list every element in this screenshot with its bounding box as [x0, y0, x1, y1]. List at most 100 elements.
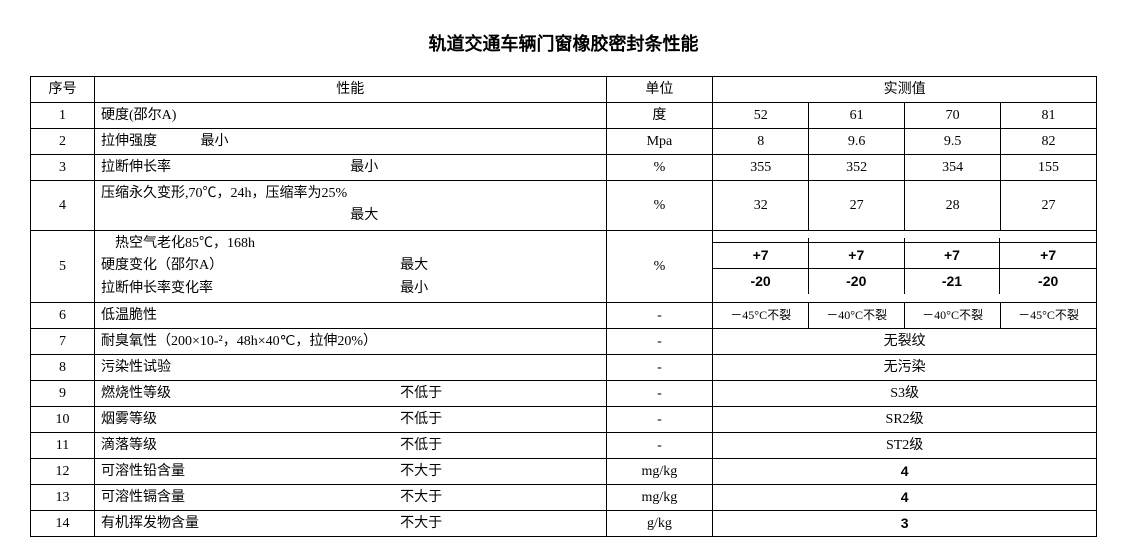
- table-row: 8 污染性试验 - 无污染: [31, 354, 1097, 380]
- cell-val: 354: [905, 155, 1001, 181]
- cell-idx: 12: [31, 458, 95, 484]
- subcell-val: -20: [1000, 269, 1096, 294]
- cell-unit: -: [606, 302, 713, 328]
- perf-label: 可溶性镉含量: [101, 487, 400, 508]
- table-row: 14 有机挥发物含量 不大于 g/kg 3: [31, 510, 1097, 536]
- table-row: 3 拉断伸长率 最小 % 355 352 354 155: [31, 155, 1097, 181]
- table-header-row: 序号 性能 单位 实测值: [31, 77, 1097, 103]
- cell-val: 70: [905, 103, 1001, 129]
- table-row: 13 可溶性镉含量 不大于 mg/kg 4: [31, 484, 1097, 510]
- subcell-val: -20: [713, 269, 809, 294]
- cell-val: 82: [1001, 129, 1097, 155]
- perf-label: 可溶性铅含量: [101, 461, 400, 482]
- subcell-val: -21: [905, 269, 1001, 294]
- cell-idx: 5: [31, 230, 95, 302]
- cell-unit: %: [606, 230, 713, 302]
- page-title: 轨道交通车辆门窗橡胶密封条性能: [30, 30, 1097, 56]
- cell-val: －45°C不裂: [713, 302, 809, 328]
- subcell-val: +7: [713, 243, 809, 269]
- cell-val: 81: [1001, 103, 1097, 129]
- header-unit: 单位: [606, 77, 713, 103]
- cell-val-merged: 无裂纹: [713, 328, 1097, 354]
- cell-perf: 耐臭氧性（200×10-²，48h×40℃，拉伸20%）: [94, 328, 606, 354]
- perf-label: 拉断伸长率: [101, 157, 350, 178]
- cell-perf: 滴落等级 不低于: [94, 432, 606, 458]
- cell-val-merged: 无污染: [713, 354, 1097, 380]
- cell-idx: 14: [31, 510, 95, 536]
- perf-qualifier: 最小: [350, 157, 599, 178]
- cell-idx: 2: [31, 129, 95, 155]
- cell-val-merged: 4: [713, 484, 1097, 510]
- perf-label: 压缩永久变形,70℃，24h，压缩率为25%: [101, 183, 600, 205]
- table-row: 11 滴落等级 不低于 - ST2级: [31, 432, 1097, 458]
- perf-line3-qual: 最小: [400, 278, 599, 300]
- cell-unit: -: [606, 432, 713, 458]
- cell-idx: 9: [31, 380, 95, 406]
- cell-val: 52: [713, 103, 809, 129]
- cell-idx: 4: [31, 181, 95, 231]
- cell-perf: 硬度(邵尔A): [94, 103, 606, 129]
- cell-val: 32: [713, 181, 809, 231]
- perf-label: 拉伸强度: [101, 134, 157, 149]
- header-idx: 序号: [31, 77, 95, 103]
- cell-unit: -: [606, 380, 713, 406]
- cell-val: 61: [809, 103, 905, 129]
- cell-val: 27: [1001, 181, 1097, 231]
- table-row: 9 燃烧性等级 不低于 - S3级: [31, 380, 1097, 406]
- cell-idx: 13: [31, 484, 95, 510]
- subcell-val: +7: [809, 243, 905, 269]
- cell-unit: -: [606, 328, 713, 354]
- perf-label: 燃烧性等级: [101, 383, 400, 404]
- cell-perf: 燃烧性等级 不低于: [94, 380, 606, 406]
- table-row: 10 烟雾等级 不低于 - SR2级: [31, 406, 1097, 432]
- perf-qualifier: 最大: [101, 205, 600, 227]
- perf-line3-label: 拉断伸长率变化率: [101, 278, 400, 300]
- cell-perf: 烟雾等级 不低于: [94, 406, 606, 432]
- cell-val: －45°C不裂: [1001, 302, 1097, 328]
- cell-val: 9.6: [809, 129, 905, 155]
- table-row: 5 热空气老化85℃，168h 硬度变化（邵尔A） 最大 拉断伸长率变化率 最小…: [31, 230, 1097, 302]
- cell-val-merged: 3: [713, 510, 1097, 536]
- table-row: 4 压缩永久变形,70℃，24h，压缩率为25% 最大 % 32 27 28 2…: [31, 181, 1097, 231]
- cell-unit: %: [606, 155, 713, 181]
- perf-label: 有机挥发物含量: [101, 513, 400, 534]
- cell-val: 28: [905, 181, 1001, 231]
- cell-val: 155: [1001, 155, 1097, 181]
- cell-val: 352: [809, 155, 905, 181]
- cell-unit: g/kg: [606, 510, 713, 536]
- cell-idx: 8: [31, 354, 95, 380]
- cell-val-merged: 4: [713, 458, 1097, 484]
- table-row: 12 可溶性铅含量 不大于 mg/kg 4: [31, 458, 1097, 484]
- perf-qualifier: 不低于: [400, 409, 599, 430]
- cell-perf: 可溶性镉含量 不大于: [94, 484, 606, 510]
- table-row: 2 拉伸强度 最小 Mpa 8 9.6 9.5 82: [31, 129, 1097, 155]
- cell-val-merged: SR2级: [713, 406, 1097, 432]
- cell-val: －40°C不裂: [905, 302, 1001, 328]
- header-measured: 实测值: [713, 77, 1097, 103]
- perf-qualifier: 不大于: [400, 487, 599, 508]
- perf-qualifier: 不低于: [400, 435, 599, 456]
- cell-unit: -: [606, 354, 713, 380]
- cell-unit: %: [606, 181, 713, 231]
- perf-label: 滴落等级: [101, 435, 400, 456]
- cell-perf: 热空气老化85℃，168h 硬度变化（邵尔A） 最大 拉断伸长率变化率 最小: [94, 230, 606, 302]
- perf-line1: 热空气老化85℃，168h: [101, 233, 600, 255]
- perf-line2-label: 硬度变化（邵尔A）: [101, 255, 400, 277]
- perf-qualifier: 最小: [200, 131, 228, 152]
- cell-unit: 度: [606, 103, 713, 129]
- spec-table: 序号 性能 单位 实测值 1 硬度(邵尔A) 度 52 61 70 81 2 拉…: [30, 76, 1097, 537]
- cell-idx: 1: [31, 103, 95, 129]
- cell-val-merged: S3级: [713, 380, 1097, 406]
- perf-qualifier: 不大于: [400, 461, 599, 482]
- cell-perf: 低温脆性: [94, 302, 606, 328]
- perf-qualifier: 不大于: [400, 513, 599, 534]
- cell-val: －40°C不裂: [809, 302, 905, 328]
- subcell-val: +7: [1000, 243, 1096, 269]
- cell-perf: 可溶性铅含量 不大于: [94, 458, 606, 484]
- perf-label: 烟雾等级: [101, 409, 400, 430]
- cell-val: 27: [809, 181, 905, 231]
- cell-idx: 11: [31, 432, 95, 458]
- table-row: 6 低温脆性 - －45°C不裂 －40°C不裂 －40°C不裂 －45°C不裂: [31, 302, 1097, 328]
- cell-perf: 污染性试验: [94, 354, 606, 380]
- cell-perf: 拉断伸长率 最小: [94, 155, 606, 181]
